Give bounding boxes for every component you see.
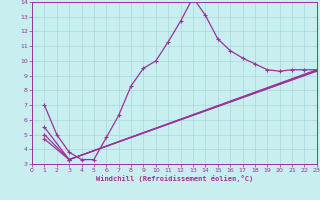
X-axis label: Windchill (Refroidissement éolien,°C): Windchill (Refroidissement éolien,°C) [96, 175, 253, 182]
